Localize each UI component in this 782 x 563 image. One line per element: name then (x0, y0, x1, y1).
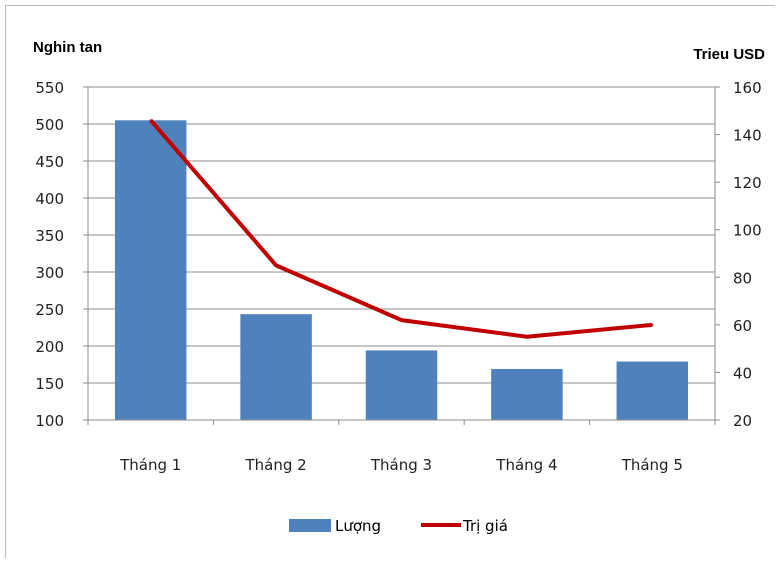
legend-label-tri-gia: Trị giá (462, 517, 508, 535)
left-tick-label: 450 (35, 153, 64, 171)
left-tick-label: 150 (35, 375, 64, 393)
legend-label-luong: Lượng (335, 517, 381, 535)
bar (616, 361, 689, 420)
line-series (149, 118, 654, 339)
right-tick-label: 80 (733, 269, 752, 287)
left-tick-label: 500 (35, 116, 64, 134)
chart-frame (5, 5, 775, 558)
bar-series (114, 120, 689, 421)
right-tick-label: 100 (733, 222, 762, 240)
right-tick-label: 40 (733, 364, 752, 382)
category-label: Tháng 3 (370, 456, 432, 474)
left-tick-label: 300 (35, 264, 64, 282)
category-label: Tháng 2 (244, 456, 306, 474)
bar (365, 350, 438, 420)
right-axis-title: Trieu USD (693, 46, 765, 63)
line-point (525, 335, 528, 338)
category-label: Tháng 5 (621, 456, 683, 474)
right-tick-label: 160 (733, 79, 762, 97)
right-tick-label: 120 (733, 174, 762, 192)
left-tick-label: 400 (35, 190, 64, 208)
legend: Lượng Trị giá (289, 517, 508, 535)
axes: 100 150 200 250 300 350 400 450 500 550 20 40 60 80 10… (35, 79, 761, 474)
line-path (149, 118, 653, 339)
left-tick-label: 100 (35, 412, 64, 430)
line-point (651, 323, 654, 326)
right-tick-label: 140 (733, 127, 762, 145)
right-tick-label: 20 (733, 412, 752, 430)
legend-swatch-luong (289, 519, 331, 532)
bar (240, 314, 312, 420)
left-tick-label: 550 (35, 79, 64, 97)
category-label: Tháng 1 (119, 456, 181, 474)
line-point (400, 319, 403, 322)
line-point (149, 119, 152, 122)
bar (491, 368, 563, 420)
left-tick-label: 250 (35, 301, 64, 319)
left-axis-title: Nghin tan (33, 39, 102, 56)
category-label: Tháng 4 (495, 456, 557, 474)
right-tick-label: 60 (733, 317, 752, 335)
left-tick-label: 350 (35, 227, 64, 245)
line-point (275, 264, 278, 267)
bar (114, 120, 187, 421)
left-tick-label: 200 (35, 338, 64, 356)
